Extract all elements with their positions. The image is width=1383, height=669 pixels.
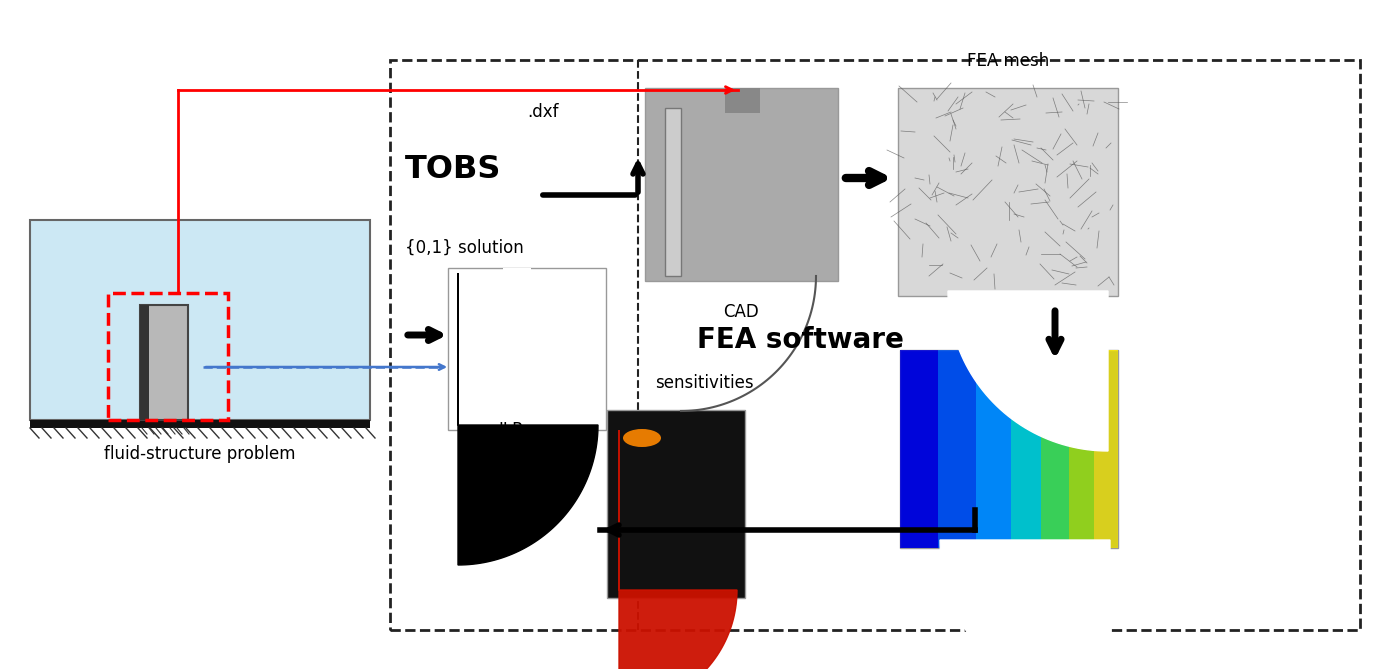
Bar — [140, 305, 149, 420]
Bar — [140, 305, 188, 420]
Bar — [108, 293, 228, 420]
Polygon shape — [940, 540, 1111, 669]
Bar — [1094, 350, 1117, 548]
Text: FEA software: FEA software — [697, 326, 903, 354]
Bar — [390, 60, 1359, 630]
Text: .dxf: .dxf — [527, 103, 559, 121]
Bar — [900, 350, 938, 548]
Text: FEA mesh: FEA mesh — [967, 52, 1050, 70]
Text: {0,1} solution: {0,1} solution — [405, 239, 524, 257]
Bar — [448, 268, 606, 430]
Text: sensitivities: sensitivities — [654, 374, 754, 392]
Bar — [644, 88, 838, 281]
Polygon shape — [947, 291, 1108, 451]
Bar — [1011, 350, 1041, 548]
Bar — [1041, 350, 1069, 548]
Bar — [665, 108, 680, 276]
Polygon shape — [458, 273, 597, 565]
Bar — [725, 88, 761, 113]
Bar — [1069, 350, 1094, 548]
Text: CAD: CAD — [723, 303, 759, 321]
Bar — [503, 268, 531, 290]
Bar — [938, 350, 976, 548]
Text: filtering: filtering — [458, 531, 523, 549]
Bar — [607, 410, 745, 598]
Bar — [30, 420, 371, 428]
Text: ILP: ILP — [498, 421, 523, 439]
Text: fluid-structure problem: fluid-structure problem — [104, 445, 296, 463]
Polygon shape — [620, 430, 737, 669]
Bar — [976, 350, 1011, 548]
Bar — [900, 350, 1117, 548]
Ellipse shape — [622, 429, 661, 447]
Text: TOBS: TOBS — [405, 155, 502, 185]
Bar — [30, 220, 371, 420]
Text: forward
problem: forward problem — [975, 570, 1043, 609]
Bar — [898, 88, 1117, 296]
